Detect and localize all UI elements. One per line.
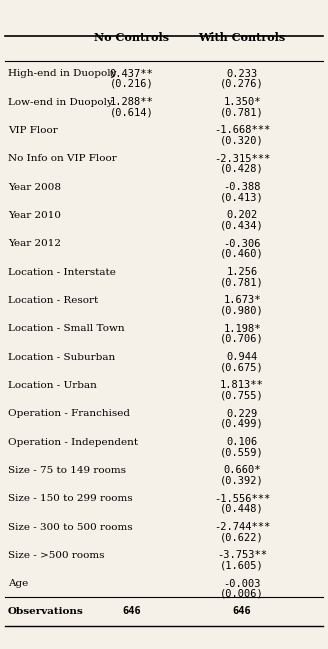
Text: (0.781): (0.781) [220, 107, 264, 117]
Text: Size - >500 rooms: Size - >500 rooms [8, 551, 104, 560]
Text: (0.559): (0.559) [220, 447, 264, 458]
Text: Size - 150 to 299 rooms: Size - 150 to 299 rooms [8, 495, 133, 503]
Text: Size - 75 to 149 rooms: Size - 75 to 149 rooms [8, 466, 126, 475]
Text: 1.256: 1.256 [226, 267, 258, 277]
Text: (0.781): (0.781) [220, 277, 264, 288]
Text: (1.605): (1.605) [220, 561, 264, 570]
Text: -1.668***: -1.668*** [214, 125, 270, 136]
Text: 0.660*: 0.660* [223, 465, 261, 475]
Text: 1.350*: 1.350* [223, 97, 261, 107]
Text: 0.106: 0.106 [226, 437, 258, 447]
Text: No Controls: No Controls [94, 32, 169, 43]
Text: 0.229: 0.229 [226, 409, 258, 419]
Text: Location - Suburban: Location - Suburban [8, 352, 115, 361]
Text: Location - Resort: Location - Resort [8, 296, 98, 305]
Text: 646: 646 [233, 607, 252, 617]
Text: Low-end in Duopoly: Low-end in Duopoly [8, 97, 113, 106]
Text: -0.003: -0.003 [223, 579, 261, 589]
Text: 0.944: 0.944 [226, 352, 258, 362]
Text: -0.388: -0.388 [223, 182, 261, 192]
Text: (0.622): (0.622) [220, 532, 264, 543]
Text: Year 2010: Year 2010 [8, 211, 61, 220]
Text: (0.499): (0.499) [220, 419, 264, 429]
Text: Operation - Independent: Operation - Independent [8, 437, 138, 447]
Text: VIP Floor: VIP Floor [8, 126, 58, 135]
Text: (0.276): (0.276) [220, 79, 264, 89]
Text: -0.306: -0.306 [223, 239, 261, 249]
Text: 1.198*: 1.198* [223, 324, 261, 334]
Text: (0.320): (0.320) [220, 136, 264, 145]
Text: -2.744***: -2.744*** [214, 522, 270, 532]
Text: 1.288**: 1.288** [110, 97, 154, 107]
Text: (0.755): (0.755) [220, 391, 264, 400]
Text: Location - Interstate: Location - Interstate [8, 267, 116, 276]
Text: 0.202: 0.202 [226, 210, 258, 221]
Text: With Controls: With Controls [198, 32, 286, 43]
Text: 1.673*: 1.673* [223, 295, 261, 306]
Text: Location - Small Town: Location - Small Town [8, 324, 125, 333]
Text: (0.706): (0.706) [220, 334, 264, 344]
Text: (0.675): (0.675) [220, 362, 264, 373]
Text: (0.413): (0.413) [220, 192, 264, 202]
Text: (0.434): (0.434) [220, 221, 264, 230]
Text: 0.437**: 0.437** [110, 69, 154, 79]
Text: High-end in Duopoly: High-end in Duopoly [8, 69, 116, 79]
Text: (0.006): (0.006) [220, 589, 264, 599]
Text: (0.980): (0.980) [220, 306, 264, 315]
Text: (0.448): (0.448) [220, 504, 264, 514]
Text: (0.216): (0.216) [110, 79, 154, 89]
Text: Year 2008: Year 2008 [8, 182, 61, 191]
Text: 1.813**: 1.813** [220, 380, 264, 391]
Text: (0.428): (0.428) [220, 164, 264, 174]
Text: 646: 646 [122, 607, 141, 617]
Text: No Info on VIP Floor: No Info on VIP Floor [8, 154, 117, 163]
Text: Size - 300 to 500 rooms: Size - 300 to 500 rooms [8, 522, 133, 532]
Text: -3.753**: -3.753** [217, 550, 267, 560]
Text: Operation - Franchised: Operation - Franchised [8, 410, 130, 418]
Text: 0.233: 0.233 [226, 69, 258, 79]
Text: Observations: Observations [8, 607, 84, 616]
Text: Year 2012: Year 2012 [8, 239, 61, 248]
Text: (0.460): (0.460) [220, 249, 264, 259]
Text: Age: Age [8, 579, 28, 588]
Text: -2.315***: -2.315*** [214, 154, 270, 164]
Text: -1.556***: -1.556*** [214, 494, 270, 504]
Text: (0.392): (0.392) [220, 476, 264, 485]
Text: (0.614): (0.614) [110, 107, 154, 117]
Text: Location - Urban: Location - Urban [8, 381, 97, 390]
